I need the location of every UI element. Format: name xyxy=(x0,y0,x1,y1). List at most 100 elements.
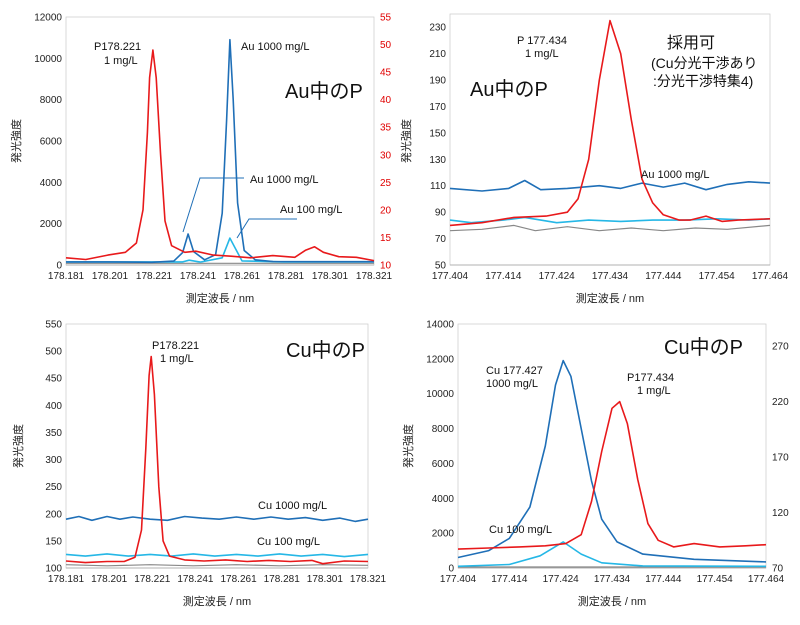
x-tick-label: 178.321 xyxy=(350,574,387,585)
y-tick-label: 4000 xyxy=(432,494,455,505)
annotation-au1000: Au 1000 mg/L xyxy=(641,169,710,181)
y2-tick-label: 50 xyxy=(380,40,392,51)
y2-tick-label: 270 xyxy=(772,342,789,353)
y2-tick-label: 45 xyxy=(380,68,392,79)
x-tick-label: 177.424 xyxy=(539,271,576,282)
x-tick-label: 177.404 xyxy=(432,271,469,282)
x-tick-labels: 177.404 177.414 177.424 177.434 177.444 177.4… xyxy=(432,271,789,282)
x-tick-label: 178.241 xyxy=(180,271,217,282)
series-line-p-177-434-1-mg-l xyxy=(449,19,771,227)
y-tick-label: 4000 xyxy=(40,178,63,189)
annotation-p-conc: 1 mg/L xyxy=(637,385,671,397)
y2-tick-labels: 70 120 170 220 270 xyxy=(772,342,789,575)
annotation-p-label: P 177.434 xyxy=(517,35,567,47)
x-tick-label: 178.281 xyxy=(268,271,305,282)
annotation-interference-2: :分光干渉特集4) xyxy=(653,73,753,89)
callout-line-au100 xyxy=(236,218,297,239)
y-tick-label: 8000 xyxy=(40,95,63,106)
series-group xyxy=(65,355,369,569)
x-tick-label: 178.181 xyxy=(48,271,85,282)
x-tick-label: 178.301 xyxy=(307,574,344,585)
x-tick-label: 177.444 xyxy=(645,271,682,282)
y-tick-label: 150 xyxy=(45,536,62,547)
y-tick-label: 2000 xyxy=(40,219,63,230)
y-tick-label: 350 xyxy=(45,428,62,439)
annotation-cu-conc: 1000 mg/L xyxy=(486,378,538,390)
y-tick-label: 50 xyxy=(435,261,447,272)
panel-au-p177: 177.404 177.414 177.424 177.434 177.444 177.4… xyxy=(399,13,789,305)
series-line-au-1000-mg-l xyxy=(66,38,374,264)
y2-tick-label: 10 xyxy=(380,261,392,272)
x-tick-labels: 178.181 178.201 178.221 178.241 178.261 178.2… xyxy=(48,574,387,585)
annotation-interference-1: (Cu分光干渉あり xyxy=(651,55,758,71)
x-tick-label: 178.181 xyxy=(48,574,85,585)
y-tick-label: 90 xyxy=(435,208,447,219)
y-tick-label: 10000 xyxy=(34,54,62,65)
y-tick-label: 400 xyxy=(45,401,62,412)
y-tick-label: 6000 xyxy=(432,459,455,470)
annotation-au100: Au 100 mg/L xyxy=(280,204,342,216)
y-tick-label: 190 xyxy=(429,76,446,87)
series-line-unnamed-3 xyxy=(65,564,369,567)
series-group xyxy=(457,359,767,569)
y-tick-labels: 0 2000 4000 6000 8000 10000 12000 14000 xyxy=(426,320,454,575)
y2-tick-label: 55 xyxy=(380,13,392,24)
x-tick-label: 177.454 xyxy=(697,574,734,585)
y-tick-label: 550 xyxy=(45,320,62,331)
y2-tick-label: 30 xyxy=(380,150,392,161)
y-tick-labels: 0 2000 4000 6000 8000 10000 12000 xyxy=(34,13,62,272)
y-tick-label: 300 xyxy=(45,455,62,466)
series-line-cu-177-427-1000-mg-l xyxy=(457,359,767,563)
x-axis-label: 測定波長 / nm xyxy=(183,594,251,608)
annotation-cu-label: Cu 177.427 xyxy=(486,365,543,377)
y2-tick-label: 170 xyxy=(772,453,789,464)
series-line-unnamed-3 xyxy=(449,224,771,232)
y2-tick-labels: 10 15 20 25 30 35 40 45 50 55 xyxy=(380,13,392,272)
x-tick-label: 177.434 xyxy=(592,271,629,282)
y-tick-labels: 100 150 200 250 300 350 400 450 500 550 xyxy=(45,320,62,575)
y-tick-label: 70 xyxy=(435,234,447,245)
x-tick-label: 178.261 xyxy=(220,574,257,585)
y2-tick-label: 20 xyxy=(380,205,392,216)
x-tick-label: 178.321 xyxy=(356,271,393,282)
annotation-p-conc: 1 mg/L xyxy=(160,353,194,365)
y-tick-label: 2000 xyxy=(432,529,455,540)
y-tick-label: 450 xyxy=(45,374,62,385)
x-tick-label: 178.241 xyxy=(177,574,214,585)
series-group xyxy=(449,19,771,266)
y-tick-label: 10000 xyxy=(426,389,454,400)
series-line-p178-221-1-mg-l xyxy=(65,49,375,262)
x-tick-label: 177.404 xyxy=(440,574,477,585)
x-tick-label: 178.261 xyxy=(224,271,261,282)
y-axis-label: 発光強度 xyxy=(11,424,25,468)
y2-tick-label: 35 xyxy=(380,123,392,134)
x-tick-label: 177.444 xyxy=(645,574,682,585)
panel-title: Au中のP xyxy=(285,80,363,103)
x-tick-label: 177.464 xyxy=(748,574,785,585)
y-tick-label: 0 xyxy=(56,261,62,272)
x-tick-labels: 178.181 178.201 178.221 178.241 178.261 178.2… xyxy=(48,271,393,282)
x-tick-label: 178.221 xyxy=(134,574,171,585)
y2-tick-label: 40 xyxy=(380,95,392,106)
series-line-cu-100-mg-l xyxy=(65,553,369,558)
y2-tick-label: 25 xyxy=(380,178,392,189)
y2-tick-label: 120 xyxy=(772,508,789,519)
annotation-p-conc: 1 mg/L xyxy=(525,48,559,60)
annotation-cu1000: Cu 1000 mg/L xyxy=(258,500,327,512)
x-axis-label: 測定波長 / nm xyxy=(576,291,644,305)
y2-tick-label: 70 xyxy=(772,564,784,575)
x-tick-label: 177.424 xyxy=(543,574,580,585)
y-tick-label: 500 xyxy=(45,347,62,358)
x-tick-labels: 177.404 177.414 177.424 177.434 177.444 177.4… xyxy=(440,574,785,585)
y2-tick-label: 220 xyxy=(772,397,789,408)
x-tick-label: 178.301 xyxy=(312,271,349,282)
x-tick-label: 178.201 xyxy=(92,271,129,282)
x-tick-label: 177.454 xyxy=(699,271,736,282)
panel-title: Au中のP xyxy=(470,78,548,101)
y-tick-label: 210 xyxy=(429,49,446,60)
x-tick-label: 177.434 xyxy=(594,574,631,585)
x-axis-label: 測定波長 / nm xyxy=(186,291,254,305)
series-line-cu-1000-mg-l xyxy=(65,515,369,523)
series-line-p178-221-1-mg-l xyxy=(65,355,369,565)
